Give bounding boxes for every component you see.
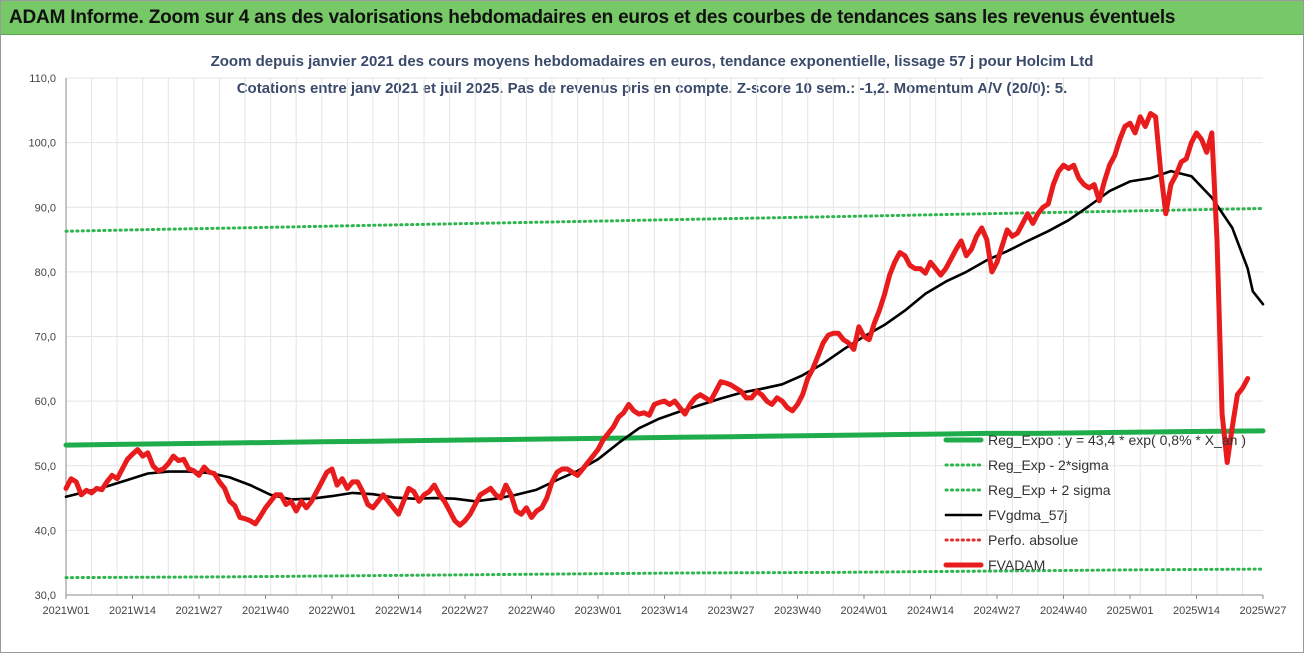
chart-title-line1: Zoom depuis janvier 2021 des cours moyen… xyxy=(211,53,1094,70)
y-tick-label: 110,0 xyxy=(29,73,56,85)
x-tick-label: 2021W27 xyxy=(175,605,222,617)
x-tick-label: 2024W40 xyxy=(1040,605,1087,617)
x-tick-label: 2025W27 xyxy=(1239,605,1286,617)
series-line-2 xyxy=(64,567,1265,580)
y-tick-label: 60,0 xyxy=(35,396,56,408)
legend-label: Perfo. absolue xyxy=(988,532,1078,548)
legend: Reg_Expo : y = 43,4 * exp( 0,8% * X_an )… xyxy=(943,432,1246,573)
x-tick-label: 2024W01 xyxy=(840,605,887,617)
x-tick-label: 2022W14 xyxy=(375,605,422,617)
chart-title-line2: Cotations entre janv 2021 et juil 2025. … xyxy=(237,80,1068,97)
x-tick-label: 2023W27 xyxy=(707,605,754,617)
legend-label: Reg_Exp - 2*sigma xyxy=(988,457,1109,473)
x-tick-label: 2023W01 xyxy=(574,605,621,617)
x-tick-label: 2021W14 xyxy=(109,605,156,617)
x-tick-label: 2022W40 xyxy=(508,605,555,617)
legend-label: Reg_Expo : y = 43,4 * exp( 0,8% * X_an ) xyxy=(988,432,1246,448)
y-tick-label: 40,0 xyxy=(35,525,56,537)
chart-area: Zoom depuis janvier 2021 des cours moyen… xyxy=(28,53,1286,617)
x-tick-label: 2022W01 xyxy=(308,605,355,617)
y-tick-label: 80,0 xyxy=(35,267,56,279)
x-tick-label: 2021W01 xyxy=(42,605,89,617)
y-tick-label: 100,0 xyxy=(28,138,56,150)
axes: 30,0 40,0 50,0 60,0 70,0 80,0 90,0 100,0 110,0 20… xyxy=(28,73,1286,617)
x-tick-label: 2022W27 xyxy=(441,605,488,617)
x-tick-label: 2025W01 xyxy=(1106,605,1153,617)
header-bar: ADAM Informe. Zoom sur 4 ans des valoris… xyxy=(1,1,1303,35)
x-tick-label: 2023W14 xyxy=(641,605,688,617)
x-tick-label: 2025W14 xyxy=(1173,605,1220,617)
legend-label: FVgdma_57j xyxy=(988,507,1067,523)
plot-series xyxy=(63,111,1266,580)
x-tick-label: 2023W40 xyxy=(774,605,821,617)
legend-label: Reg_Exp + 2 sigma xyxy=(988,482,1111,498)
series-line-1 xyxy=(63,428,1266,448)
header-title: ADAM Informe. Zoom sur 4 ans des valoris… xyxy=(9,7,1176,28)
series-line-6 xyxy=(63,111,1251,528)
series-line-3 xyxy=(64,207,1265,233)
y-tick-label: 90,0 xyxy=(35,202,56,214)
y-tick-label: 50,0 xyxy=(35,461,56,473)
y-tick-label: 70,0 xyxy=(35,332,56,344)
x-tick-label: 2024W27 xyxy=(973,605,1020,617)
y-tick-label: 30,0 xyxy=(35,590,56,602)
x-tick-label: 2024W14 xyxy=(907,605,954,617)
x-tick-label: 2021W40 xyxy=(242,605,289,617)
legend-label: FVADAM xyxy=(988,557,1045,573)
